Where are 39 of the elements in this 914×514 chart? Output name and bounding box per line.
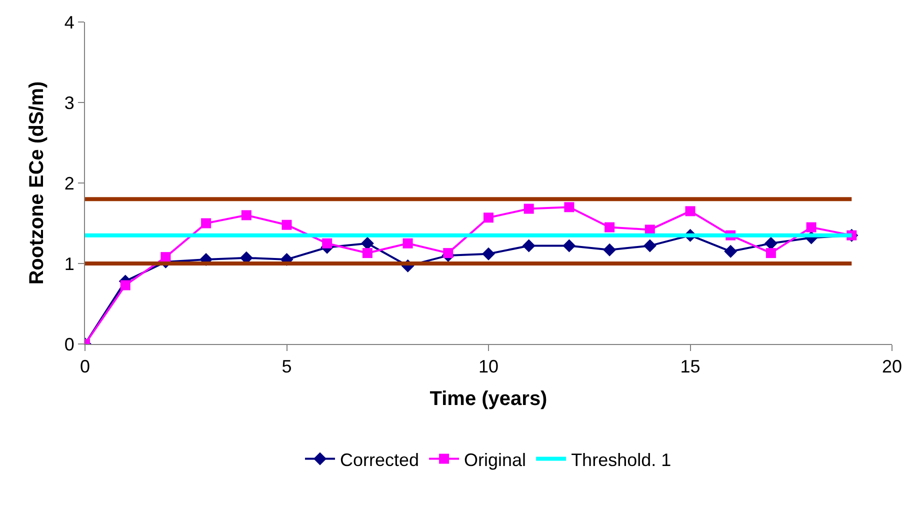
point xyxy=(362,248,372,258)
y-tick-label: 3 xyxy=(64,92,74,113)
point xyxy=(443,248,454,258)
x-axis-title: Time (years) xyxy=(430,388,548,410)
point xyxy=(482,247,495,260)
legend-label: Threshold. 1 xyxy=(571,450,672,470)
point xyxy=(764,236,778,250)
legend-label: Original xyxy=(464,450,526,470)
point xyxy=(564,202,574,212)
x-tick-label: 10 xyxy=(478,356,499,377)
point xyxy=(201,218,212,228)
point xyxy=(524,204,534,214)
point xyxy=(484,212,494,223)
point xyxy=(603,243,616,256)
x-tick-label: 5 xyxy=(282,356,292,377)
y-axis-title: Rootzone ECe (dS/m) xyxy=(26,81,48,285)
point xyxy=(360,236,374,250)
point xyxy=(282,220,292,230)
point xyxy=(806,222,816,232)
x-tick-label: 0 xyxy=(80,356,90,377)
point xyxy=(685,206,696,216)
point xyxy=(604,222,615,232)
point xyxy=(241,210,252,220)
point xyxy=(402,238,413,248)
point xyxy=(766,248,776,258)
x-tick-label: 15 xyxy=(680,356,700,377)
point xyxy=(322,238,332,248)
point xyxy=(724,244,738,258)
point xyxy=(643,239,656,252)
y-tick-label: 2 xyxy=(64,173,74,194)
point xyxy=(522,239,536,252)
x-tick-label: 20 xyxy=(882,356,902,377)
y-tick-label: 4 xyxy=(64,12,74,32)
point xyxy=(562,239,576,252)
y-tick-label: 0 xyxy=(64,334,74,354)
legend-label: Corrected xyxy=(340,450,420,470)
point xyxy=(120,280,130,290)
point xyxy=(644,224,655,235)
y-tick-label: 1 xyxy=(64,254,74,274)
